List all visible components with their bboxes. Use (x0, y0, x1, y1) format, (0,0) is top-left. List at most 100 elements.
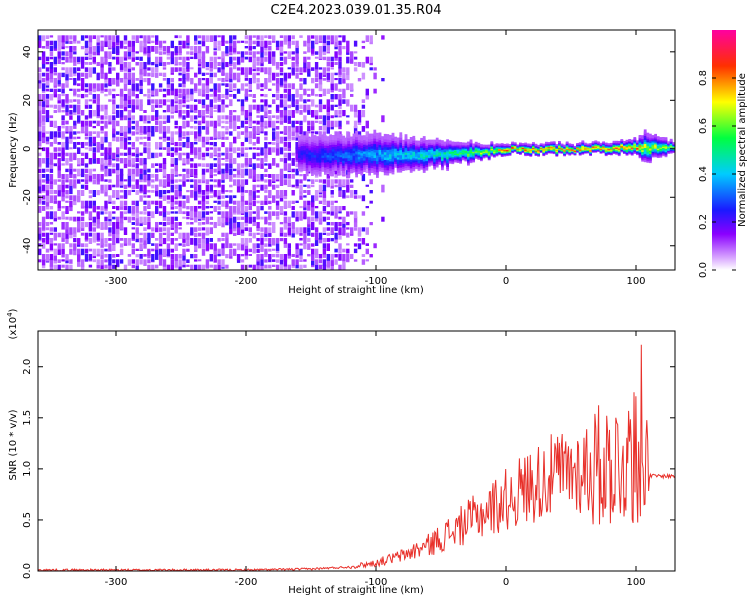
heatmap-noise-cell (108, 254, 112, 261)
heatmap-noise-cell (155, 168, 159, 173)
heatmap-noise-cell (186, 264, 190, 267)
heatmap-signal-cell (500, 143, 504, 146)
heatmap-noise-cell (326, 200, 330, 208)
heatmap-noise-cell (170, 99, 174, 107)
heatmap-noise-cell (291, 174, 295, 179)
heatmap-noise-cell (41, 232, 46, 237)
heatmap-noise-cell (217, 40, 221, 46)
heatmap-noise-cell (299, 120, 303, 126)
heatmap-noise-cell (213, 163, 217, 167)
heatmap-noise-cell (112, 56, 116, 60)
heatmap-noise-cell (209, 142, 213, 146)
heatmap-noise-cell (135, 51, 139, 54)
heatmap-noise-cell (147, 72, 151, 77)
heatmap-noise-cell (210, 270, 213, 277)
heatmap-noise-cell (201, 174, 206, 181)
heatmap-noise-cell (158, 195, 163, 199)
heatmap-noise-cell (123, 72, 128, 80)
heatmap-noise-cell (174, 184, 178, 190)
heatmap-noise-cell (197, 179, 202, 184)
heatmap-noise-cell (182, 88, 186, 97)
heatmap-noise-cell (322, 35, 327, 44)
heatmap-noise-cell (256, 51, 260, 55)
heatmap-noise-cell (158, 248, 163, 255)
heatmap-noise-cell (365, 168, 369, 173)
heatmap-noise-cell (318, 264, 323, 270)
heatmap-noise-cell (194, 120, 198, 124)
heatmap-noise-cell (53, 264, 57, 269)
heatmap-noise-cell (201, 158, 206, 161)
heatmap-noise-cell (260, 184, 264, 191)
heatmap-noise-cell (131, 147, 135, 150)
heatmap-noise-cell (233, 56, 237, 61)
heatmap-signal-cell (550, 141, 553, 144)
heatmap-noise-cell (225, 200, 229, 208)
heatmap-noise-cell (65, 136, 69, 144)
heatmap-noise-cell (139, 222, 143, 226)
heatmap-noise-cell (131, 126, 135, 130)
heatmap-noise-cell (217, 179, 221, 187)
heatmap-noise-cell (166, 136, 171, 141)
heatmap-noise-cell (205, 163, 210, 168)
heatmap-noise-cell (275, 120, 280, 124)
heatmap-noise-cell (326, 232, 330, 236)
heatmap-noise-cell (272, 126, 276, 131)
heatmap-noise-cell (112, 131, 116, 138)
heatmap-noise-cell (244, 110, 249, 118)
heatmap-noise-cell (233, 248, 237, 256)
heatmap-noise-cell (229, 83, 233, 91)
heatmap-noise-cell (314, 238, 319, 246)
heatmap-noise-cell (131, 163, 135, 168)
heatmap-noise-cell (119, 158, 124, 164)
heatmap-noise-cell (338, 62, 342, 69)
heatmap-noise-cell (283, 232, 288, 237)
heatmap-noise-cell (221, 259, 225, 268)
heatmap-noise-cell (311, 120, 315, 127)
heatmap-noise-cell (322, 115, 327, 122)
heatmap-noise-cell (41, 94, 46, 102)
heatmap-noise-cell (119, 62, 124, 70)
heatmap-noise-cell (303, 56, 307, 63)
heatmap-noise-cell (108, 67, 112, 74)
heatmap-noise-cell (190, 216, 194, 221)
heatmap-noise-cell (330, 254, 334, 261)
heatmap-noise-cell (186, 211, 190, 216)
heatmap-noise-cell (131, 104, 135, 112)
heatmap-noise-cell (112, 254, 116, 258)
heatmap-noise-cell (182, 131, 186, 137)
heatmap-noise-cell (96, 206, 100, 210)
heatmap-signal-cell (308, 137, 312, 142)
heatmap-noise-cell (92, 232, 96, 240)
heatmap-noise-cell (73, 67, 77, 74)
heatmap-noise-cell (104, 168, 108, 177)
heatmap-noise-cell (233, 136, 237, 144)
heatmap-noise-cell (229, 158, 233, 164)
heatmap-noise-cell (201, 168, 206, 175)
heatmap-noise-cell (190, 270, 193, 275)
heatmap-noise-cell (311, 222, 315, 229)
heatmap-noise-cell (213, 120, 217, 128)
heatmap-noise-cell (268, 227, 272, 234)
heatmap-noise-cell (155, 238, 159, 241)
heatmap-noise-cell (248, 51, 252, 56)
heatmap-noise-cell (357, 110, 362, 118)
heatmap-noise-cell (139, 179, 143, 183)
heatmap-noise-cell (182, 72, 186, 80)
heatmap-noise-cell (295, 200, 299, 203)
heatmap-noise-cell (162, 62, 167, 67)
heatmap-noise-cell (236, 99, 241, 102)
heatmap-noise-cell (264, 35, 268, 39)
heatmap-noise-cell (225, 254, 229, 259)
heatmap-noise-cell (275, 163, 280, 168)
heatmap-noise-cell (334, 270, 337, 275)
heatmap-noise-cell (314, 179, 319, 182)
heatmap-noise-cell (256, 158, 260, 161)
heatmap-noise-cell (318, 99, 323, 105)
heatmap-noise-cell (264, 94, 268, 98)
heatmap-noise-cell (279, 115, 284, 121)
heatmap-noise-cell (112, 67, 116, 71)
heatmap-noise-cell (233, 120, 237, 129)
heatmap-noise-cell (240, 206, 245, 214)
heatmap-noise-cell (256, 206, 260, 212)
heatmap-noise-cell (108, 238, 112, 241)
